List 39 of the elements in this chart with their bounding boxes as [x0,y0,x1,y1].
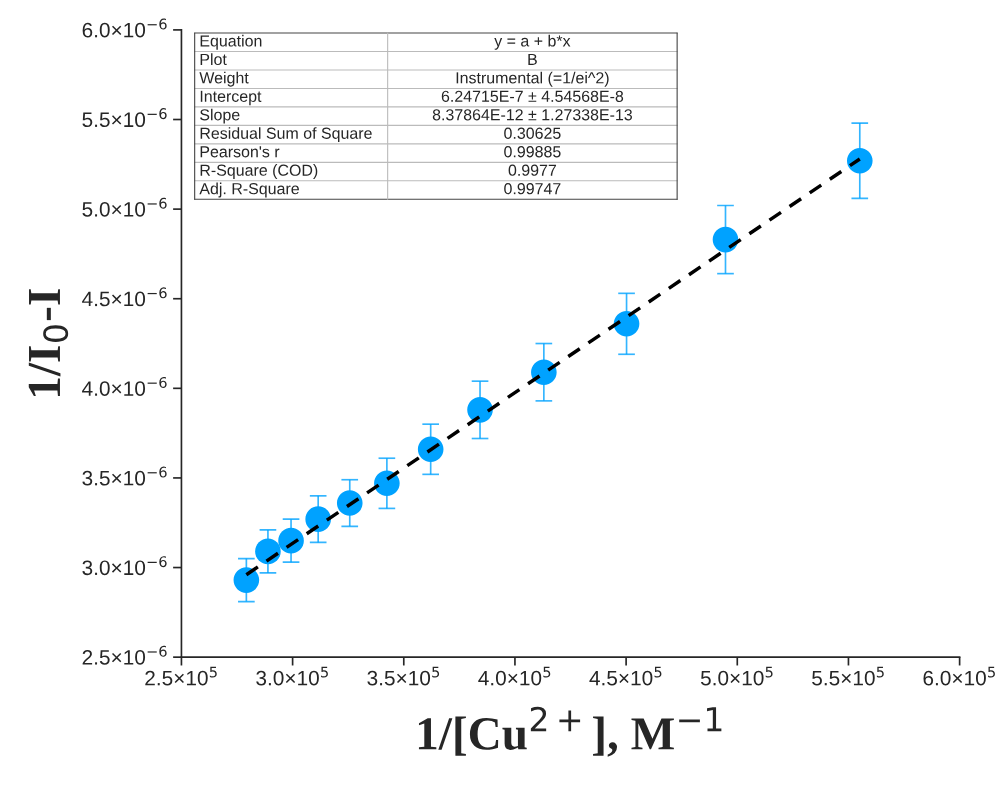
annotation: Equation [200,34,262,50]
y-tick-label: 3.5×10$^{−6}$ [82,466,167,486]
annotation: Residual Sum of Square [200,127,372,143]
y-tick-label: 4.5×10$^{−6}$ [82,287,167,307]
annotation: Instrumental (=1/ei^2) [456,71,609,87]
annotation: Intercept [200,90,262,106]
point [712,226,739,253]
annotation: R-Square (COD) [200,164,318,179]
x-tick-label: 2.5×10$^{5}$ [145,666,217,686]
annotation: Adj. R-Square [199,182,299,198]
annotation: 8.37864E-12 ± 1.27338E-13 [432,109,632,121]
y-tick-label: 4.0×10$^{−6}$ [82,376,167,396]
x-tick-label: 5.0×10$^{5}$ [700,666,773,686]
y-tick-label: 5.5×10$^{−6}$ [82,108,167,128]
annotation: Pearson's r [200,146,280,158]
annotation: Weight [199,71,249,87]
x-tick-label: 6.0×10$^{5}$ [923,666,995,686]
annotation: 0.99885 [504,146,561,158]
x-tick-label: 4.0×10$^{5}$ [478,666,551,686]
annotation: y = a + b*x [494,34,571,50]
y-tick-label: 2.5×10$^{−6}$ [82,645,167,665]
point [613,311,640,337]
annotation: B [528,53,537,65]
y-tick-label: 3.0×10$^{−6}$ [82,556,167,576]
x-tick-label: 5.5×10$^{5}$ [812,666,884,686]
y-axis-title: 1/I$_{0}$-I [28,289,69,396]
annotation: 0.99747 [504,183,561,195]
annotation: 0.30625 [504,127,561,139]
x-axis-title: 1/[Cu$^{2+}$], M$^{−1}$ [418,706,722,757]
x-tick-label: 3.0×10$^{5}$ [256,666,328,686]
annotation: 0.9977 [508,164,557,176]
y-tick-label: 6.0×10$^{−6}$ [82,18,167,38]
point [233,567,260,593]
x-tick-label: 3.5×10$^{5}$ [367,666,440,686]
x-tick-label: 4.5×10$^{5}$ [589,666,662,686]
annotation: 6.24715E-7 ± 4.54568E-8 [441,90,624,102]
y-tick-label: 5.0×10$^{−6}$ [82,197,167,217]
annotation: Plot [200,53,227,66]
annotation: Slope [200,108,240,124]
